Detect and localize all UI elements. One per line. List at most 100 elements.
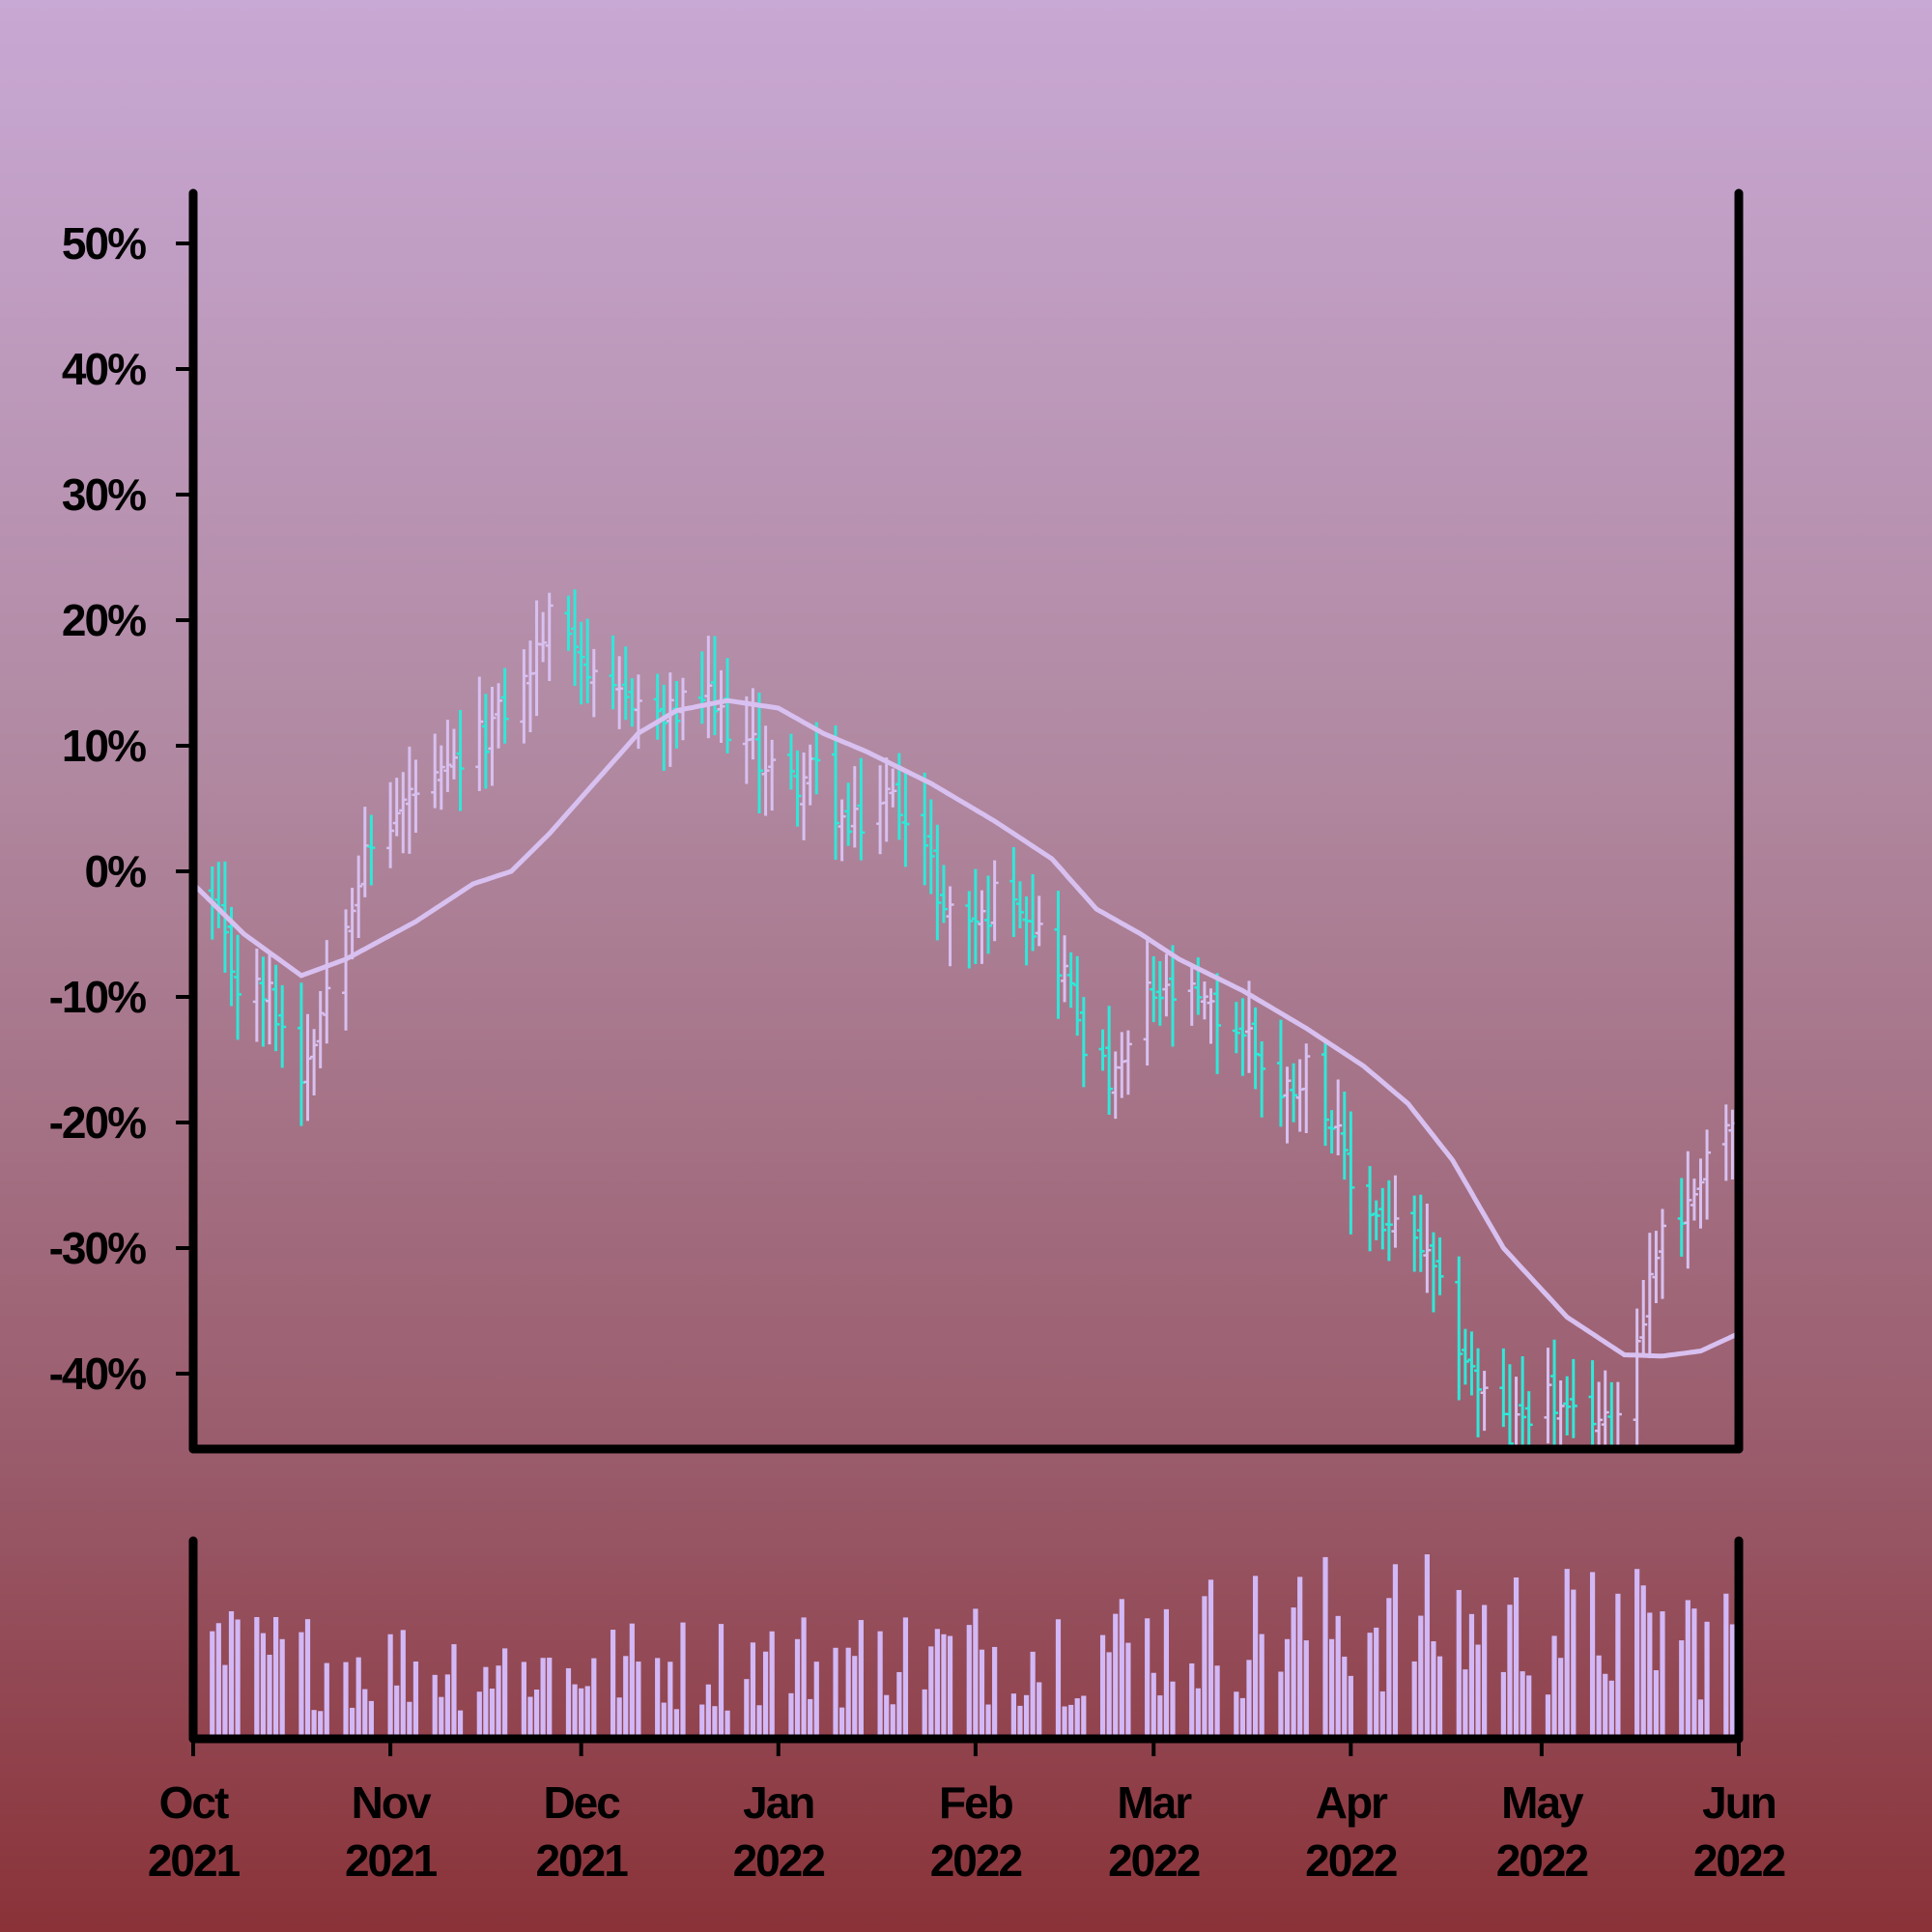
y-tick-label: -30% xyxy=(49,1223,146,1273)
volume-bar xyxy=(1603,1673,1608,1739)
ohlc-bar xyxy=(793,750,802,827)
ohlc-bar xyxy=(755,692,764,813)
ohlc-bar xyxy=(1327,1110,1336,1154)
volume-bar xyxy=(1030,1651,1036,1739)
ohlc-bar xyxy=(1721,1104,1730,1181)
volume-bar xyxy=(1202,1596,1208,1739)
ohlc-bar xyxy=(539,611,548,663)
ohlc-bar xyxy=(1366,1166,1375,1252)
volume-bar xyxy=(845,1647,851,1739)
ohlc-bar xyxy=(1334,1079,1343,1155)
ohlc-bar xyxy=(1544,1348,1552,1444)
ohlc-bar xyxy=(348,888,356,960)
volume-bar xyxy=(680,1622,686,1739)
volume-bar xyxy=(324,1662,329,1739)
volume-bar xyxy=(298,1632,304,1739)
x-tick-year: 2022 xyxy=(1496,1835,1588,1886)
ohlc-bar xyxy=(717,669,725,744)
ohlc-bar xyxy=(761,725,770,816)
ohlc-bar xyxy=(297,982,305,1126)
ohlc-bar xyxy=(355,855,363,939)
volume-bar xyxy=(922,1689,927,1739)
volume-bar xyxy=(877,1631,883,1739)
ohlc-bar xyxy=(475,676,484,791)
volume-bar xyxy=(668,1662,673,1739)
ohlc-bar xyxy=(812,722,821,795)
ohlc-bar xyxy=(1061,935,1069,1003)
volume-bar xyxy=(902,1617,909,1739)
volume-bar xyxy=(387,1634,393,1739)
ohlc-bar xyxy=(844,782,853,846)
volume-bar xyxy=(1679,1640,1685,1739)
volume-bar xyxy=(896,1671,902,1739)
volume-bar xyxy=(979,1649,985,1739)
ohlc-bar xyxy=(921,772,929,886)
volume-bar xyxy=(1411,1661,1417,1739)
volume-bar xyxy=(884,1694,890,1739)
volume-bar xyxy=(1551,1635,1557,1739)
ohlc-bar xyxy=(660,684,668,771)
volume-bar xyxy=(788,1692,794,1739)
ohlc-bar xyxy=(1276,1019,1285,1127)
y-tick-label: -20% xyxy=(49,1097,146,1148)
volume-bar xyxy=(279,1638,285,1739)
volume-bar xyxy=(439,1696,444,1739)
volume-bar xyxy=(655,1658,661,1739)
volume-bar xyxy=(1513,1577,1520,1739)
ohlc-bar xyxy=(1556,1380,1565,1445)
ohlc-bar xyxy=(412,759,420,834)
volume-bar xyxy=(1558,1658,1564,1739)
ohlc-bar xyxy=(965,891,974,969)
volume-bar xyxy=(1475,1644,1481,1739)
volume-bar xyxy=(756,1705,762,1739)
ohlc-bar xyxy=(1703,1129,1712,1220)
ohlc-bar xyxy=(786,733,795,790)
ohlc-bar xyxy=(234,934,242,1040)
y-tick-label: 10% xyxy=(62,721,146,771)
y-tick-label: -40% xyxy=(49,1349,146,1399)
ohlc-bar xyxy=(1207,988,1215,1044)
ohlc-bar xyxy=(488,687,497,786)
ohlc-bar xyxy=(1563,1376,1572,1435)
x-tick-year: 2022 xyxy=(1305,1835,1397,1886)
volume-bar xyxy=(934,1629,940,1739)
volume-bar xyxy=(547,1657,553,1739)
volume-panel-frame xyxy=(188,1536,1744,1744)
volume-bar xyxy=(1010,1693,1016,1739)
ohlc-bar xyxy=(1251,1007,1260,1090)
volume-bar xyxy=(254,1616,260,1739)
ohlc-bar xyxy=(1601,1370,1609,1445)
volume-bar xyxy=(343,1662,349,1739)
ohlc-bar xyxy=(876,765,885,855)
ohlc-bar xyxy=(1232,1002,1240,1054)
volume-bar xyxy=(1374,1627,1379,1739)
ohlc-bar xyxy=(1684,1151,1692,1269)
volume-bar xyxy=(215,1623,221,1739)
volume-bar xyxy=(1596,1655,1602,1739)
ohlc-bar xyxy=(749,688,757,760)
volume-bar xyxy=(1386,1598,1392,1739)
volume-bar xyxy=(1037,1682,1042,1739)
ohlc-bar xyxy=(532,600,541,717)
volume-bar xyxy=(699,1704,705,1739)
volume-bar xyxy=(1208,1579,1214,1739)
x-tick-month: Oct xyxy=(159,1777,229,1828)
volume-bar xyxy=(1608,1680,1614,1739)
volume-bar xyxy=(572,1684,578,1739)
ohlc-bar xyxy=(1321,1040,1330,1147)
volume-bar xyxy=(1507,1605,1513,1739)
ohlc-bar xyxy=(850,766,859,848)
volume-bar xyxy=(1214,1665,1220,1739)
y-tick-label: 30% xyxy=(62,469,146,520)
ohlc-bar xyxy=(456,709,465,811)
volume-bar xyxy=(610,1630,616,1739)
volume-bar xyxy=(1520,1671,1525,1739)
ohlc-bar xyxy=(1155,960,1164,1026)
volume-bar xyxy=(350,1707,355,1739)
volume-bar xyxy=(502,1648,508,1739)
volume-bar xyxy=(311,1710,317,1739)
volume-bar xyxy=(1017,1705,1023,1739)
ohlc-bar xyxy=(1035,895,1043,947)
volume-bar xyxy=(852,1656,858,1739)
y-tick-label: 0% xyxy=(85,846,147,896)
